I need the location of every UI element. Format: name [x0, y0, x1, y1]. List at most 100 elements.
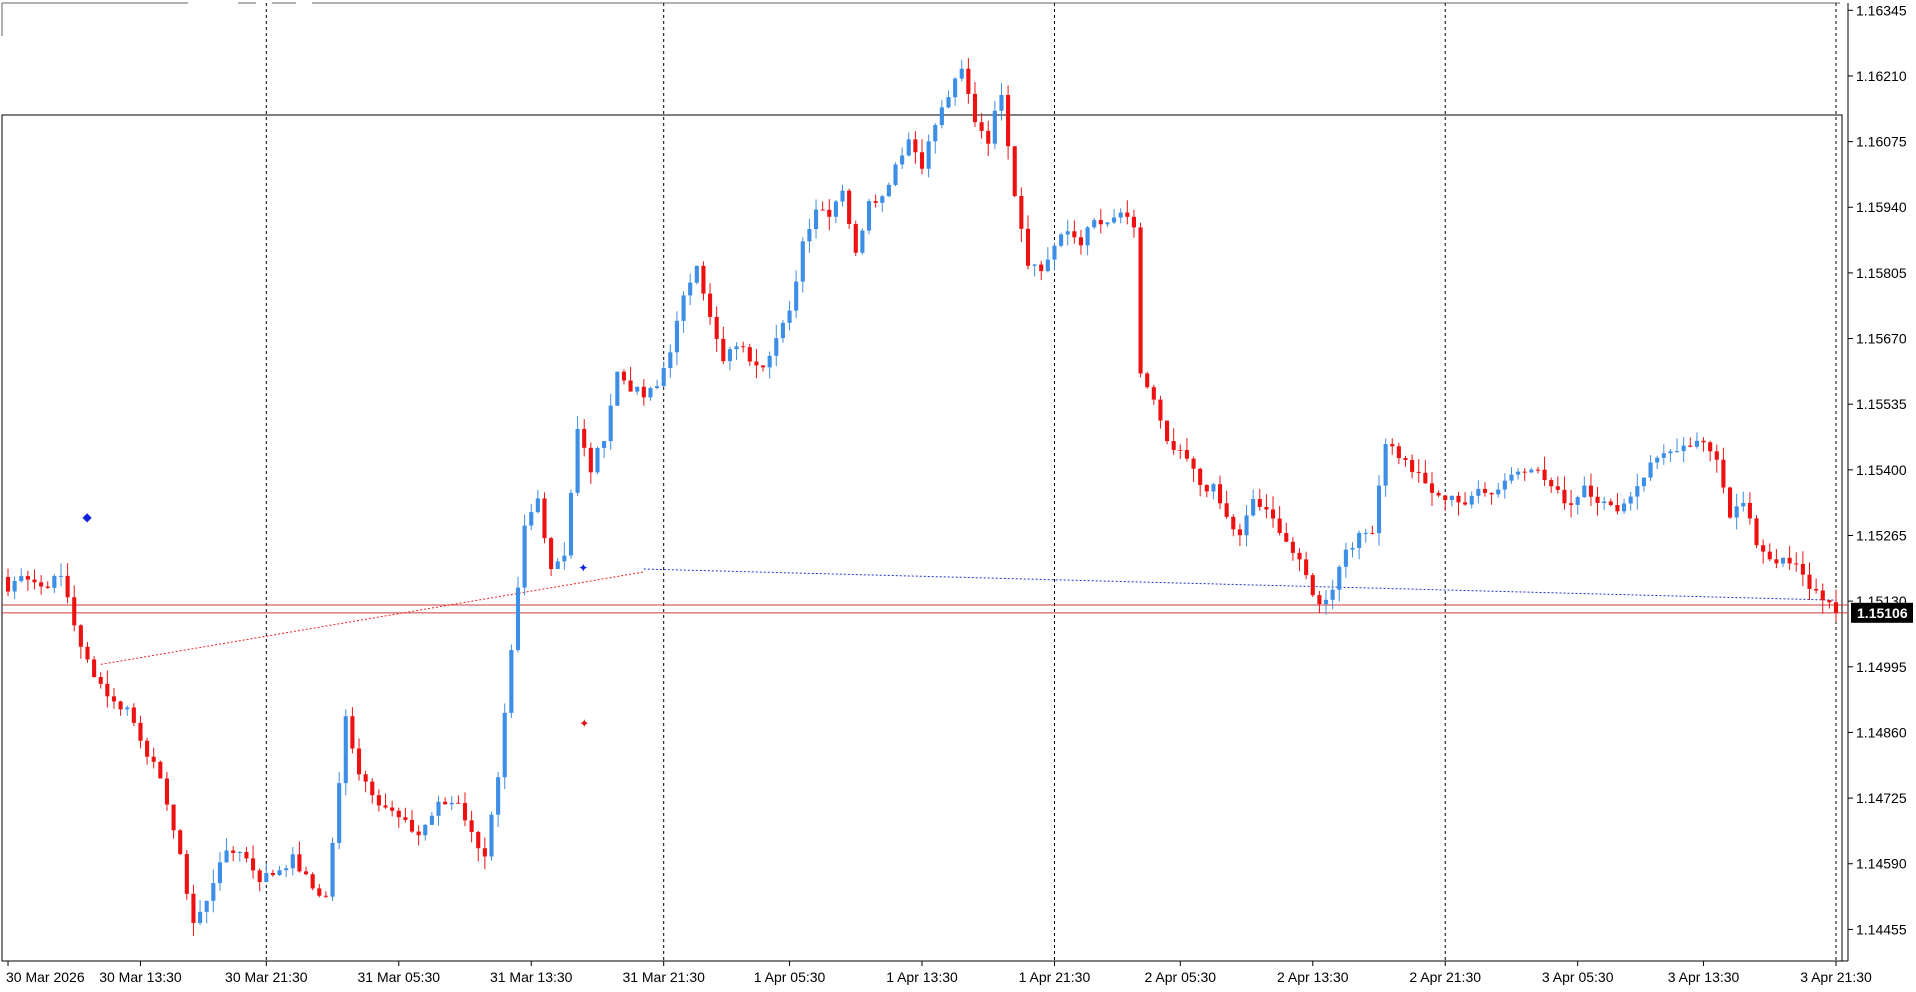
- candle-body: [1098, 220, 1103, 225]
- candle-body: [1112, 217, 1117, 223]
- candle-body: [105, 683, 110, 697]
- candle-body: [1807, 574, 1812, 589]
- candle-body: [535, 498, 540, 513]
- time-tick-label: 30 Mar 2026: [6, 969, 85, 985]
- candle-body: [1721, 459, 1726, 488]
- candle-body: [184, 854, 189, 894]
- candle-body: [1277, 518, 1282, 533]
- candle-body: [370, 781, 375, 796]
- time-tick-label: 2 Apr 21:30: [1409, 969, 1481, 985]
- candle-body: [1595, 496, 1600, 504]
- candle-body: [615, 371, 620, 406]
- candle-body: [1476, 488, 1481, 496]
- candle-body: [1191, 458, 1196, 469]
- price-tick-label: 1.14860: [1856, 724, 1907, 740]
- candle-body: [270, 872, 275, 876]
- candle-body: [12, 581, 17, 592]
- candle-body: [1390, 444, 1395, 447]
- candle-body: [1820, 590, 1825, 601]
- candle-body: [1449, 495, 1454, 501]
- candle-body: [443, 801, 448, 805]
- candle-body: [1443, 495, 1448, 501]
- candle-body: [290, 854, 295, 869]
- time-tick-label: 2 Apr 05:30: [1144, 969, 1216, 985]
- price-tick-label: 1.15400: [1856, 462, 1907, 478]
- price-tick-label: 1.14590: [1856, 856, 1907, 872]
- candle-body: [58, 575, 64, 577]
- candle-body: [721, 338, 726, 362]
- candle-body: [794, 281, 799, 311]
- candle-body: [999, 94, 1004, 111]
- horizontal-levels: [2, 604, 1848, 614]
- candle-body: [602, 441, 607, 448]
- candle-body: [1065, 231, 1070, 235]
- buy-signal-marker: ◆: [82, 510, 92, 524]
- candle-body: [237, 852, 242, 854]
- candle-body: [396, 810, 401, 818]
- candle-body: [886, 184, 891, 197]
- candle-body: [754, 361, 759, 366]
- candle-body: [979, 122, 984, 131]
- candle-body: [224, 850, 229, 863]
- candle-body: [1211, 484, 1216, 492]
- candle-body: [1118, 212, 1123, 218]
- candle-body: [1145, 373, 1150, 388]
- candle-body: [1290, 541, 1295, 553]
- candle-body: [317, 888, 322, 896]
- candle-body: [1463, 502, 1468, 505]
- candle-body: [529, 512, 534, 526]
- price-tick-label: 1.16075: [1856, 134, 1907, 150]
- candle-body: [708, 293, 713, 317]
- candle-body: [323, 895, 328, 897]
- candle-body: [933, 125, 938, 142]
- candle-body: [1794, 563, 1799, 565]
- candle-body: [542, 498, 547, 539]
- candle-body: [913, 139, 918, 153]
- candle-body: [1496, 489, 1501, 495]
- candle-body: [1429, 483, 1435, 493]
- candle-body: [482, 848, 487, 857]
- candle-body: [1641, 477, 1646, 487]
- time-tick-label: 1 Apr 13:30: [886, 969, 958, 985]
- candle-body: [151, 756, 156, 762]
- candle-body: [1562, 489, 1567, 504]
- candle-body: [1761, 545, 1766, 552]
- candle-body: [1350, 547, 1355, 550]
- red-average-line: [100, 571, 644, 665]
- candle-body: [780, 322, 785, 339]
- candle-body: [1330, 589, 1335, 600]
- candle-body: [462, 803, 468, 821]
- candle-body: [1741, 502, 1746, 507]
- candle-body: [555, 561, 560, 569]
- candle-body: [727, 349, 732, 362]
- time-tick-label: 31 Mar 13:30: [490, 969, 573, 985]
- candle-body: [628, 380, 633, 392]
- candle-body: [807, 229, 812, 242]
- candle-body: [1270, 509, 1276, 519]
- time-axis-labels: 30 Mar 2026 30 Mar 13:30 30 Mar 21:30 31 Ma…: [6, 961, 1872, 985]
- candle-body: [1416, 471, 1421, 473]
- candle-body: [655, 386, 660, 389]
- candle-body: [1694, 440, 1699, 447]
- candle-body: [919, 152, 925, 169]
- price-tick-label: 1.15670: [1856, 331, 1907, 347]
- candle-body: [1198, 468, 1203, 486]
- candle-body: [502, 712, 507, 778]
- candle-body: [1376, 485, 1382, 534]
- candle-body: [608, 405, 613, 442]
- candle-body: [734, 346, 739, 350]
- candle-body: [1204, 485, 1209, 492]
- candle-body: [1535, 469, 1541, 471]
- candle-body: [1648, 462, 1653, 478]
- candle-body: [681, 295, 686, 321]
- candle-body: [900, 155, 905, 165]
- candle-body: [5, 576, 11, 592]
- candle-body: [337, 783, 342, 843]
- current-price-box: [1851, 602, 1913, 623]
- candle-body: [178, 830, 183, 855]
- candle-body: [515, 587, 521, 651]
- candle-body: [1337, 566, 1342, 590]
- candle-body: [1310, 575, 1315, 596]
